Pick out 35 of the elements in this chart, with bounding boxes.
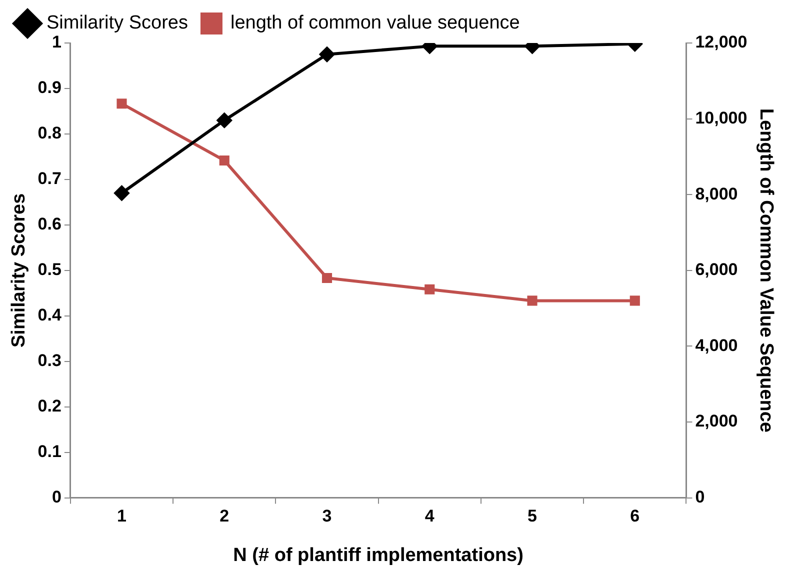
y2-tick-label: 2,000 (695, 412, 738, 431)
y-tick-label: 0.2 (38, 396, 62, 416)
point (630, 296, 640, 306)
y-tick-label: 0.8 (38, 124, 62, 143)
point (219, 155, 230, 166)
y-axis-title: Similarity Scores (8, 193, 30, 348)
y-tick-label: 0.7 (38, 169, 62, 188)
y2-tick-label: 12,000 (695, 32, 748, 52)
y2-tick-label: 8,000 (695, 184, 738, 204)
y2-axis-title: Length of Common Value Sequence (755, 108, 776, 432)
point (116, 98, 127, 109)
x-axis-title: N (# of plantiff implementations) (233, 544, 524, 566)
y2-tick-label: 4,000 (695, 336, 738, 355)
y2-tick-label: 0 (695, 487, 705, 506)
point (322, 272, 332, 284)
y-tick-label: 0 (52, 487, 62, 506)
x-tick-label: 4 (424, 506, 435, 526)
legend-label: length of common value sequence (230, 12, 520, 34)
point (527, 296, 538, 306)
y2-tick-label: 10,000 (695, 108, 748, 128)
x-tick-label: 6 (630, 506, 640, 526)
point (424, 284, 435, 294)
x-tick-label: 3 (322, 506, 332, 526)
x-tick-label: 5 (528, 506, 537, 526)
y-tick-label: 0.9 (38, 78, 62, 98)
x-tick-label: 1 (117, 506, 126, 526)
y-tick-label: 0.5 (38, 260, 62, 280)
y-tick-label: 0.4 (38, 306, 62, 325)
y-tick-label: 0.6 (38, 214, 62, 234)
y-tick-label: 0.3 (38, 351, 62, 370)
legend-label: Similarity Scores (46, 12, 188, 34)
x-tick-label: 2 (220, 506, 230, 526)
y-tick-label: 0.1 (38, 442, 62, 462)
y-tick-label: 1 (52, 32, 62, 52)
y2-tick-label: 6,000 (695, 260, 738, 280)
